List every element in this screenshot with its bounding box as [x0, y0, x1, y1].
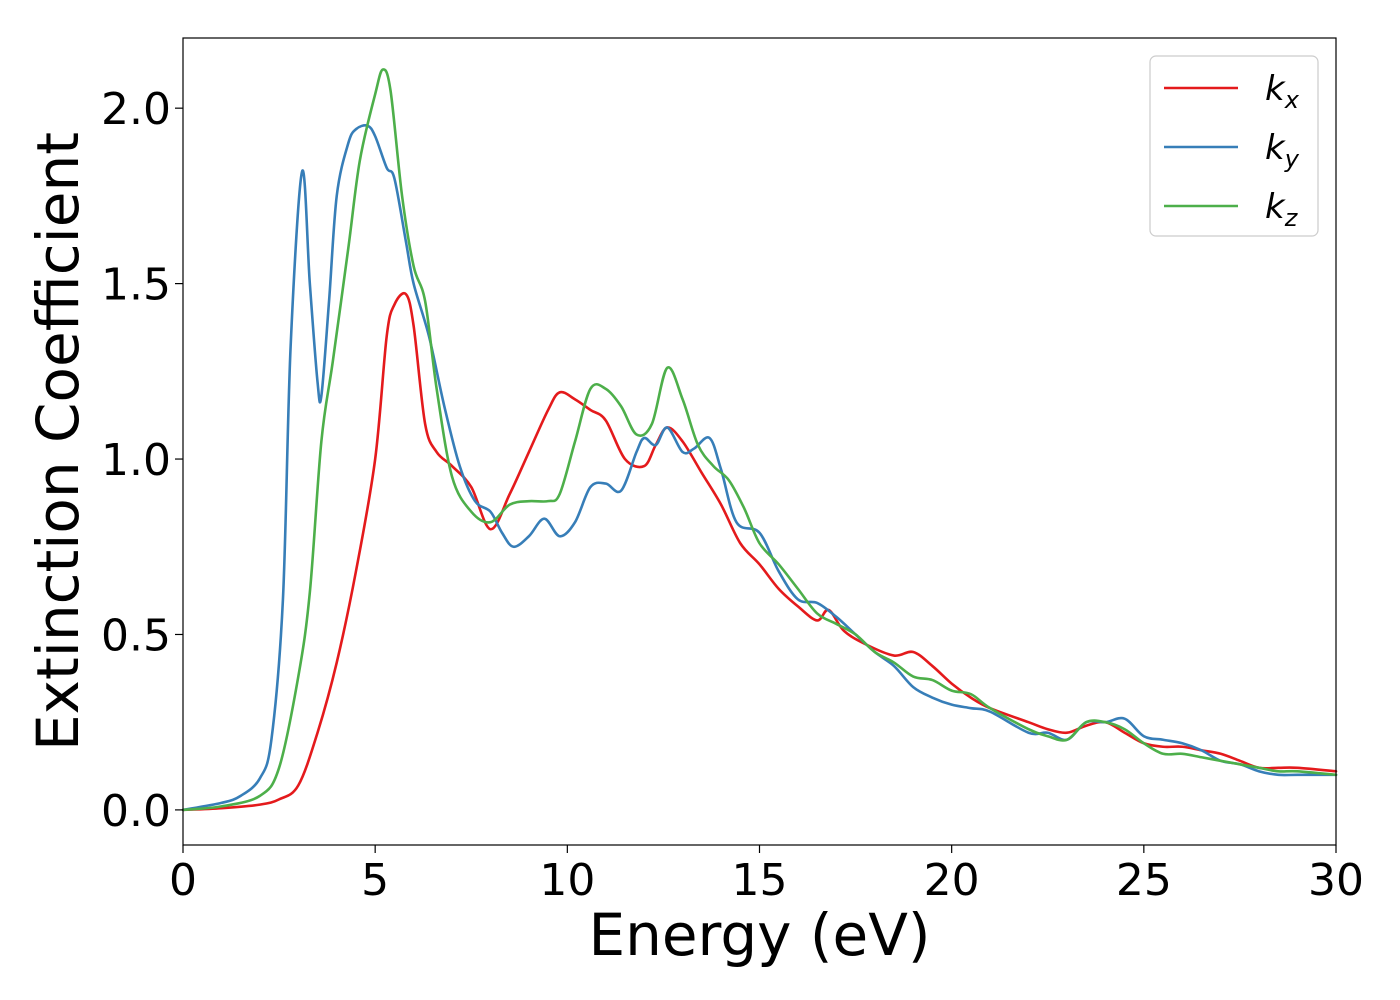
- x-tick-label: 25: [1116, 855, 1172, 906]
- x-tick-label: 0: [169, 855, 197, 906]
- legend-label-z: kz: [1265, 187, 1299, 232]
- legend-label-subscript: x: [1284, 86, 1300, 114]
- legend-label-main: k: [1265, 128, 1286, 168]
- x-tick-label: 30: [1308, 855, 1364, 906]
- x-axis: 0 5 10 15 20 25 30: [169, 845, 1364, 906]
- legend-label-x: kx: [1265, 69, 1300, 114]
- x-tick-label: 15: [732, 855, 788, 906]
- legend-label-y: ky: [1265, 128, 1300, 173]
- legend-label-subscript: z: [1284, 204, 1299, 232]
- legend-label-main: k: [1265, 187, 1286, 227]
- x-tick-label: 20: [924, 855, 980, 906]
- series-line-x: [181, 291, 1338, 812]
- series-line-z: [181, 68, 1338, 812]
- legend-label-main: k: [1265, 69, 1286, 109]
- y-tick-label: 0.0: [101, 786, 171, 837]
- y-tick-label: 2.0: [101, 84, 171, 135]
- x-axis-title: Energy (eV): [588, 901, 930, 969]
- legend-label-subscript: y: [1284, 145, 1300, 173]
- y-tick-label: 1.0: [101, 435, 171, 486]
- y-tick-label: 1.5: [101, 260, 171, 311]
- series-layer: [181, 68, 1338, 812]
- x-tick-label: 10: [539, 855, 595, 906]
- y-axis: 0.0 0.5 1.0 1.5 2.0: [101, 84, 183, 837]
- y-tick-label: 0.5: [101, 610, 171, 661]
- x-tick-label: 5: [361, 855, 389, 906]
- y-axis-title: Extinction Coefficient: [24, 132, 92, 751]
